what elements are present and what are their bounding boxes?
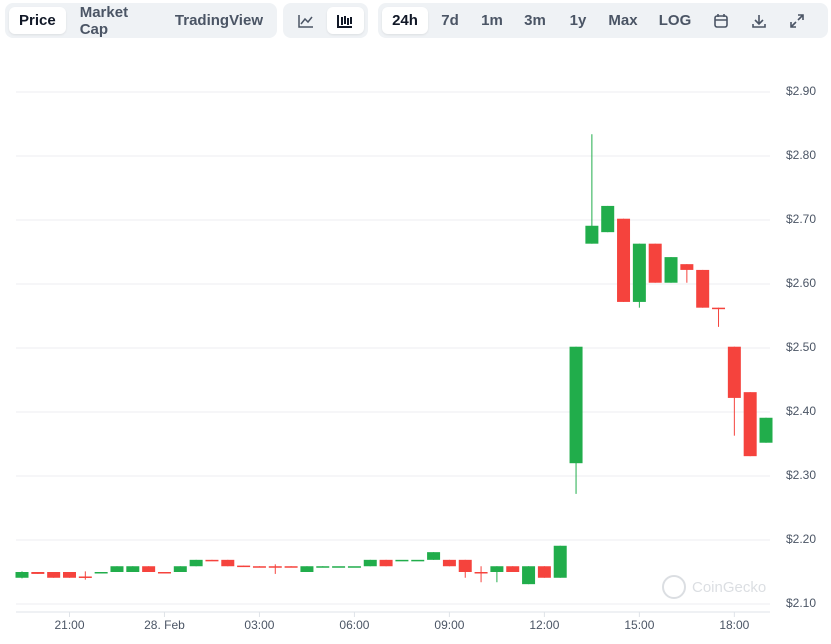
x-tick-label: 09:00 [434,618,464,632]
tab-group: Price Market Cap TradingView [5,3,277,38]
line-chart-button[interactable] [287,7,325,34]
range-button[interactable]: 7d [441,12,459,29]
candle-body [268,566,282,568]
range-button[interactable]: 1y [569,12,587,29]
candle-body [284,566,298,568]
candle-body [712,307,726,310]
candle-body [316,566,330,568]
watermark-logo [662,575,686,599]
y-tick-label: $2.60 [786,276,816,290]
candle-body [94,572,108,574]
y-tick-label: $2.80 [786,148,816,162]
x-tick-label: 03:00 [244,618,274,632]
candle-body [680,264,694,270]
tab[interactable]: Market Cap [79,3,129,38]
candle-body [411,559,425,562]
candle-body [221,559,235,567]
calendar-button[interactable] [702,7,740,34]
y-tick-label: $2.50 [786,340,816,354]
candle-body [332,566,346,568]
candle-body [569,346,583,464]
candle-body [506,566,520,572]
watermark-text: CoinGecko [692,579,766,596]
tab[interactable]: Price [9,7,66,34]
chart-type-group [283,3,368,38]
y-tick-label: $2.10 [786,596,816,610]
fullscreen-button[interactable] [778,7,816,34]
candle-body [347,566,361,568]
candle-body [442,559,456,567]
x-tick-label: 28. Feb [144,618,185,632]
range-button[interactable]: Max [608,12,638,29]
candle-body [126,566,140,572]
y-tick-label: $2.40 [786,404,816,418]
candle-body [252,566,266,568]
expand-icon [790,13,804,28]
candle-body [537,566,551,578]
candle-body [31,572,45,574]
candle-body [743,392,757,457]
candle-body [522,566,536,585]
candle-body [727,346,741,398]
candle-body [110,566,124,572]
candle-body [458,559,472,572]
candle-body [173,566,187,572]
candle-body [474,572,488,574]
candle-body [205,559,219,562]
x-tick-label: 12:00 [529,618,559,632]
line-icon [298,14,313,28]
download-button[interactable] [740,7,778,34]
candle-body [379,559,393,567]
y-tick-label: $2.90 [786,84,816,98]
candle-body [696,269,710,308]
candle-body [648,243,662,283]
candle-body [490,566,504,572]
candle-body [300,566,314,572]
range-button[interactable]: 1m [481,12,503,29]
range-button[interactable]: 24h [382,7,428,34]
log-button[interactable]: LOG [658,12,692,29]
candle-chart-button[interactable] [326,7,364,34]
candle-body [553,545,567,578]
x-tick-label: 15:00 [624,618,654,632]
download-icon [752,14,766,28]
candle-body [617,218,631,302]
candle-body [632,243,646,302]
x-tick-label: 21:00 [54,618,84,632]
range-button[interactable]: 3m [524,12,546,29]
tab[interactable]: TradingView [174,12,263,29]
grid [16,91,770,605]
candle-body [759,417,773,443]
x-tick-label: 06:00 [339,618,369,632]
watermark: CoinGecko [662,575,766,599]
candle-body [189,559,203,567]
candle-body [47,572,61,578]
y-tick-label: $2.30 [786,468,816,482]
candle-body [664,257,678,283]
x-tick-label: 18:00 [719,618,749,632]
y-tick-label: $2.70 [786,212,816,226]
candle-body [363,559,377,567]
candle-body [15,572,29,578]
candle-body [78,576,92,578]
y-tick-label: $2.20 [786,532,816,546]
candle-body [585,225,599,244]
candle-icon [337,14,353,28]
range-group: 24h 7d 1m 3m 1y Max LOG [378,3,828,38]
candle-body [427,552,441,560]
candle-body [237,565,251,568]
candle-body [62,572,76,578]
candle-body [601,205,615,233]
calendar-icon [714,13,728,28]
candle-body [157,572,171,574]
candle-body [142,566,156,572]
candle-body [395,559,409,562]
